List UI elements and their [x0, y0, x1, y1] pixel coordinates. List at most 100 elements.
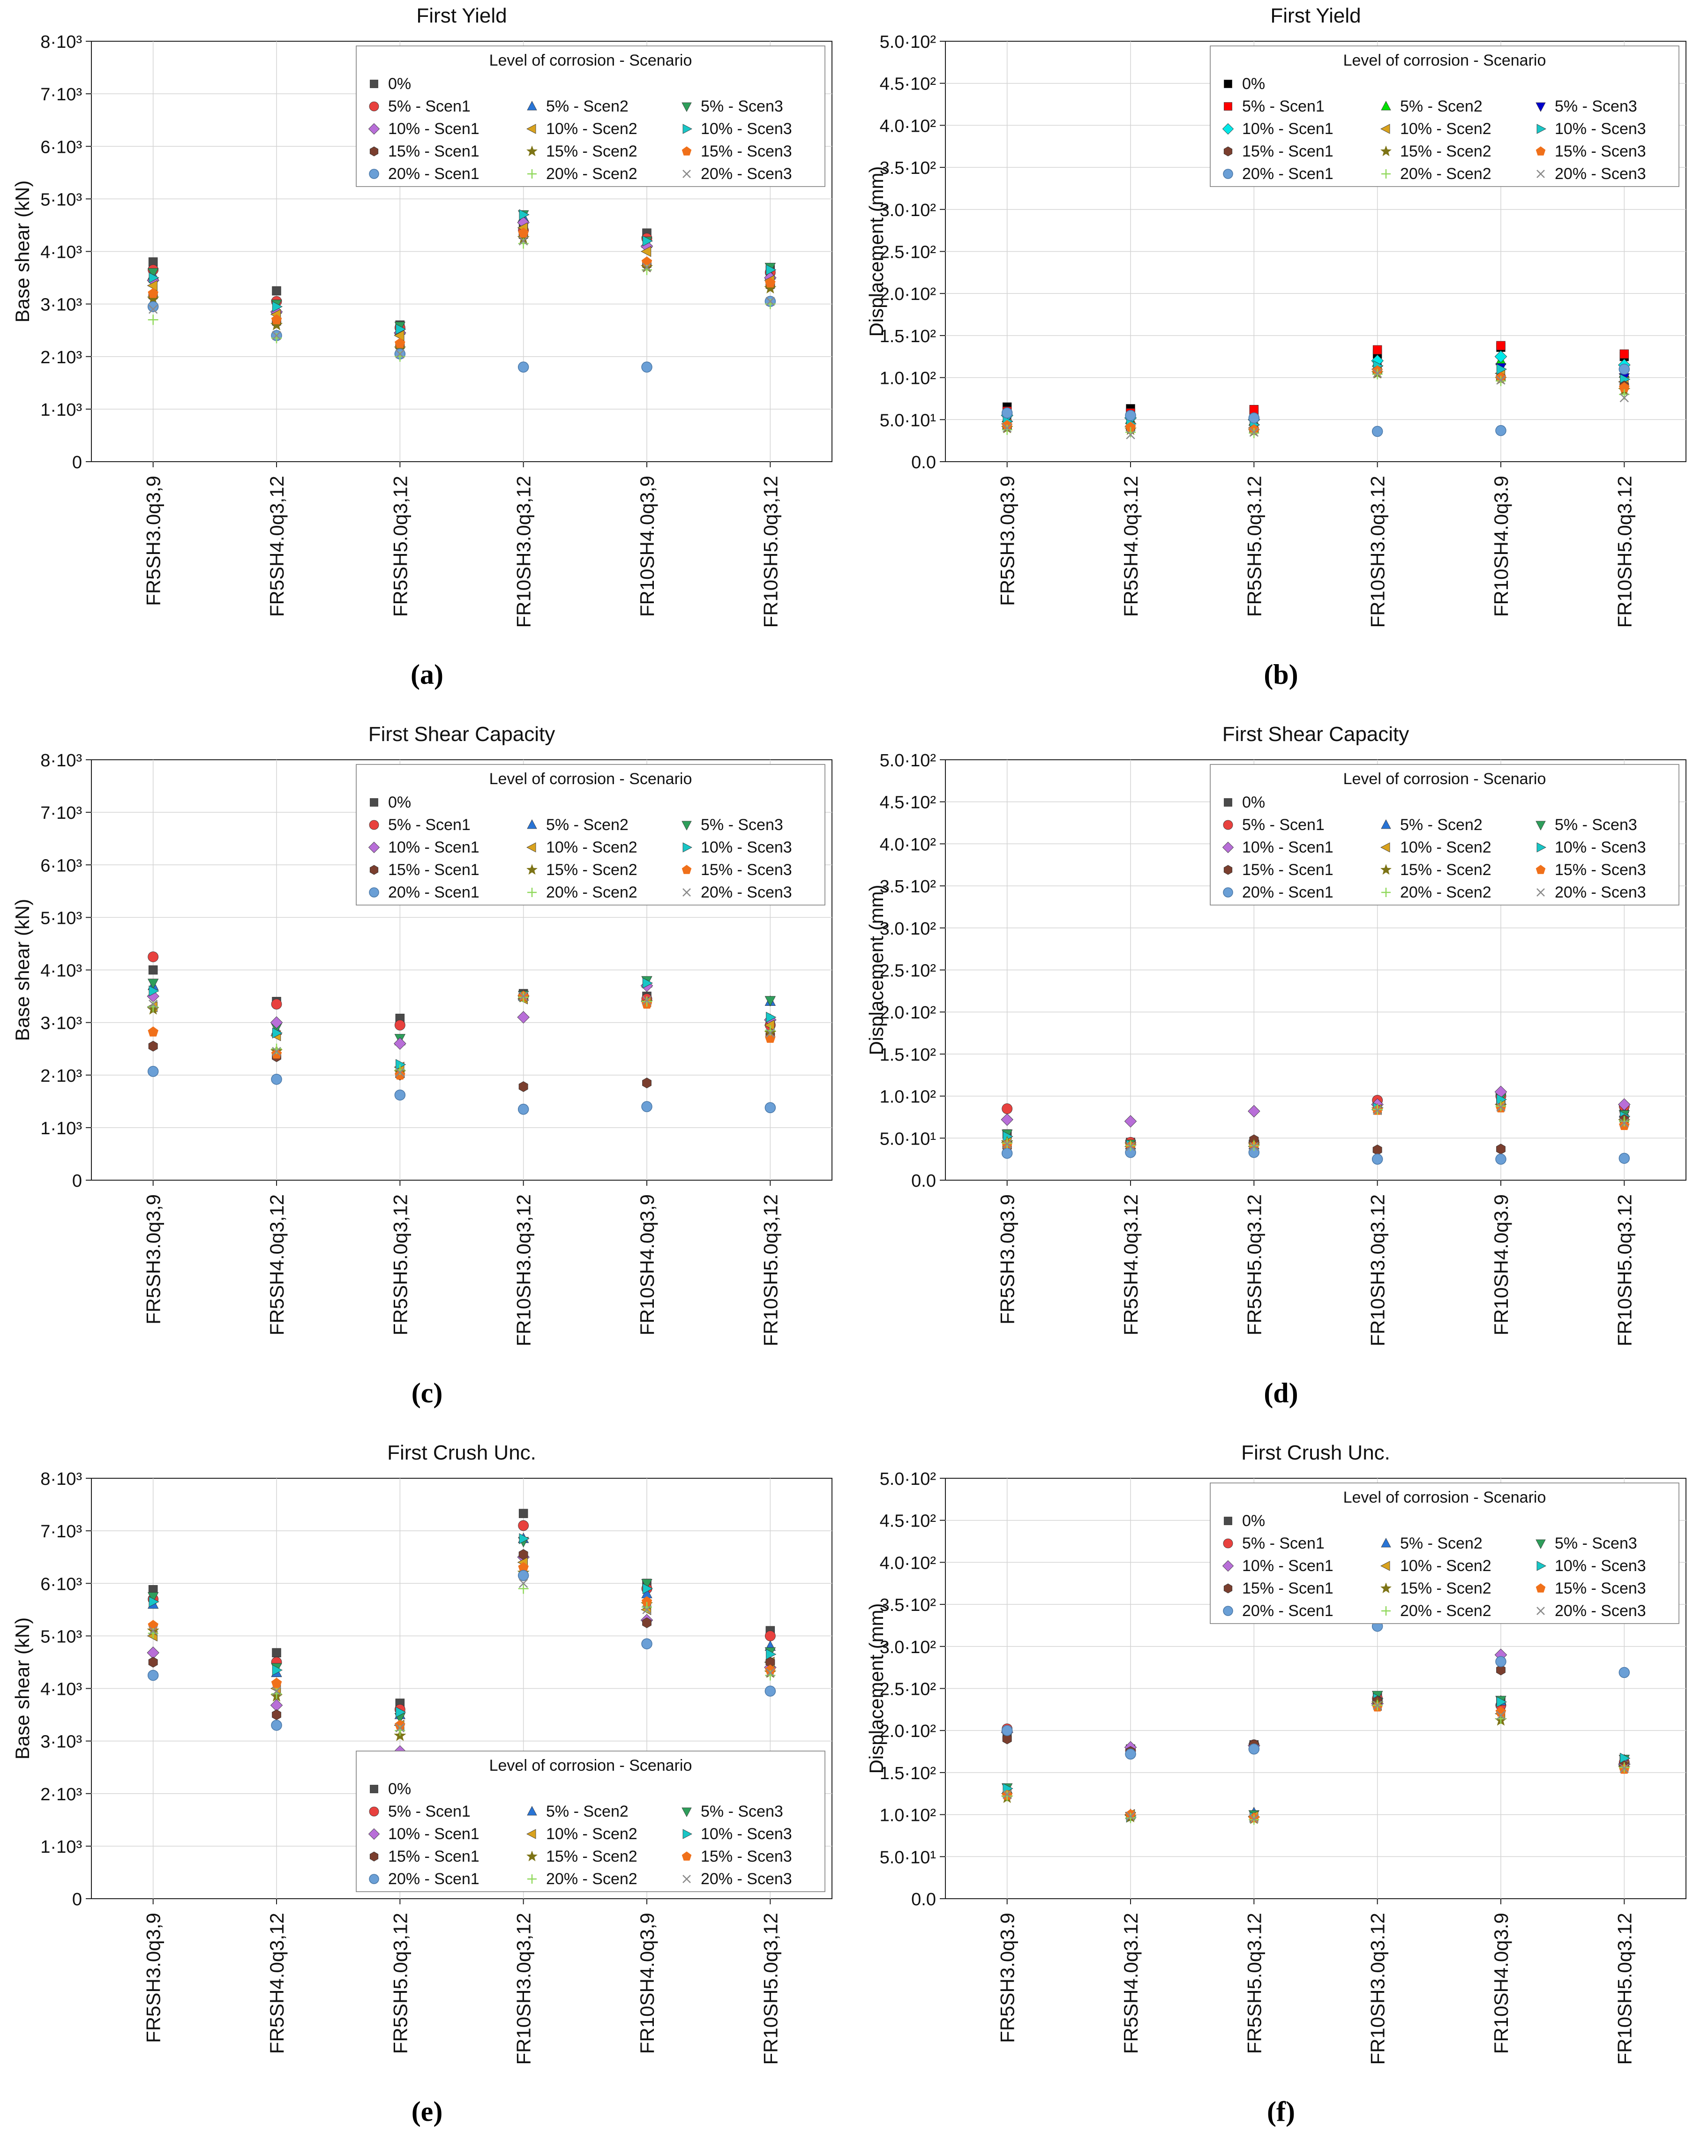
y-tick-label: 7·10³	[40, 85, 82, 105]
data-point	[272, 286, 281, 296]
y-tick-label: 1.5·10²	[880, 327, 936, 346]
data-point	[1249, 427, 1259, 437]
legend-label: 20% - Scen1	[1242, 165, 1333, 183]
data-point	[1619, 1118, 1629, 1128]
legend-label: 5% - Scen2	[546, 816, 629, 834]
data-point	[394, 1019, 405, 1031]
data-point	[1620, 1752, 1631, 1764]
legend-marker	[1536, 170, 1545, 178]
panel-a: First Yield 0 1·10³ 2·10³ 3·10³ 4·10³ 5·10³ 6·1…	[0, 0, 854, 719]
legend-marker	[527, 101, 537, 111]
data-point	[271, 1677, 282, 1688]
legend-label: 10% - Scen1	[388, 838, 479, 856]
panel-c: First Shear Capacity 0 1·10³ 2·10³ 3·10³ 4·10…	[0, 719, 854, 1437]
legend-marker	[369, 820, 379, 830]
legend-marker	[1380, 864, 1392, 875]
y-tick-label: 4.5·10²	[880, 793, 936, 813]
y-tick-label: 6·10³	[40, 1574, 82, 1594]
legend: Level of corrosion - Scenario 0% 5% - Scen…	[356, 1751, 825, 1892]
y-tick-label: 4.0·10²	[880, 116, 936, 136]
legend-label: 15% - Scen2	[1400, 861, 1491, 879]
data-point	[764, 1630, 776, 1641]
legend-title: Level of corrosion - Scenario	[1343, 770, 1546, 788]
legend-label: 20% - Scen1	[388, 165, 479, 183]
data-point	[518, 236, 528, 246]
legend-marker	[1224, 1517, 1232, 1525]
x-tick-label: FR10SH5.0q3.12	[1613, 476, 1635, 628]
y-axis-label: Displacement (mm)	[865, 884, 887, 1055]
legend-box	[1210, 1482, 1679, 1624]
data-point	[1618, 1098, 1631, 1111]
legend-label: 15% - Scen2	[1400, 1580, 1491, 1597]
data-point	[1125, 1812, 1136, 1823]
legend-label: 15% - Scen2	[546, 861, 637, 879]
legend-marker	[1223, 1583, 1233, 1594]
data-points	[1001, 1620, 1631, 1825]
x-tick-label: FR5SH4.0q3.12	[1120, 476, 1142, 617]
legend: Level of corrosion - Scenario 0% 5% - Scen…	[356, 45, 825, 187]
data-point	[1249, 428, 1259, 439]
data-point	[1496, 341, 1506, 351]
data-point	[518, 1579, 528, 1588]
legend-label: 10% - Scen2	[1400, 1557, 1491, 1575]
data-point	[1496, 1101, 1506, 1112]
legend-label: 10% - Scen1	[1242, 838, 1333, 856]
y-tick-label: 5·10³	[40, 1627, 82, 1647]
x-tick-label: FR10SH5.0q3,12	[759, 1913, 781, 2065]
data-point	[1495, 1153, 1506, 1165]
legend-marker	[369, 169, 379, 179]
legend-marker	[527, 1874, 537, 1884]
y-tick-label: 0	[72, 1890, 82, 1909]
legend-marker	[1536, 102, 1546, 112]
data-point	[641, 246, 652, 257]
legend-marker	[1224, 102, 1232, 111]
data-point	[270, 1016, 283, 1029]
data-points	[147, 209, 777, 373]
legend-label: 15% - Scen3	[701, 861, 792, 879]
y-tick-label: 2·10³	[40, 1066, 82, 1086]
caption-d: (d)	[1264, 1377, 1298, 1408]
legend-label: 20% - Scen2	[1400, 883, 1491, 901]
x-tick-label: FR10SH3.0q3,12	[513, 1194, 535, 1347]
data-point	[642, 235, 653, 247]
chart-a: First Yield 0 1·10³ 2·10³ 3·10³ 4·10³ 5·10³ 6·1…	[11, 4, 832, 628]
data-point	[148, 305, 158, 314]
data-points	[147, 1509, 777, 1770]
data-point	[149, 272, 159, 284]
legend-marker	[1380, 124, 1390, 134]
data-point	[1371, 1153, 1383, 1165]
legend-marker	[1381, 888, 1391, 897]
data-point	[1126, 1142, 1135, 1151]
data-point	[148, 999, 158, 1009]
legend-marker	[527, 888, 537, 897]
y-tick-label: 1·10³	[40, 1119, 82, 1138]
legend-marker	[1380, 1582, 1392, 1594]
data-point	[148, 965, 158, 975]
legend-marker	[682, 124, 692, 134]
x-tick-label: FR10SH5.0q3,12	[759, 1194, 781, 1347]
data-point	[1372, 1700, 1382, 1710]
legend-marker	[1536, 1583, 1546, 1593]
data-point	[1618, 1153, 1630, 1164]
data-point	[1125, 427, 1136, 438]
legend-label: 0%	[388, 75, 411, 93]
legend-label: 5% - Scen1	[388, 1803, 471, 1820]
legend-label: 5% - Scen1	[388, 97, 471, 115]
data-point	[641, 361, 652, 373]
legend-marker	[369, 887, 379, 898]
y-tick-label: 3.5·10²	[880, 877, 936, 897]
data-point	[1249, 1142, 1259, 1151]
x-tick-label: FR5SH3.0q3.9	[996, 1913, 1019, 2043]
y-tick-label: 1.0·10²	[880, 1087, 936, 1107]
legend-marker	[527, 1806, 537, 1816]
legend-box	[1210, 764, 1679, 906]
legend-marker	[368, 123, 380, 135]
x-tick-label: FR10SH3.0q3,12	[513, 476, 535, 628]
data-point	[1125, 410, 1136, 421]
y-tick-label: 4.5·10²	[880, 75, 936, 94]
data-point	[271, 1720, 282, 1731]
data-point	[1002, 423, 1012, 433]
data-point	[764, 1102, 776, 1114]
data-point	[518, 991, 528, 1001]
data-point	[1001, 1147, 1013, 1159]
